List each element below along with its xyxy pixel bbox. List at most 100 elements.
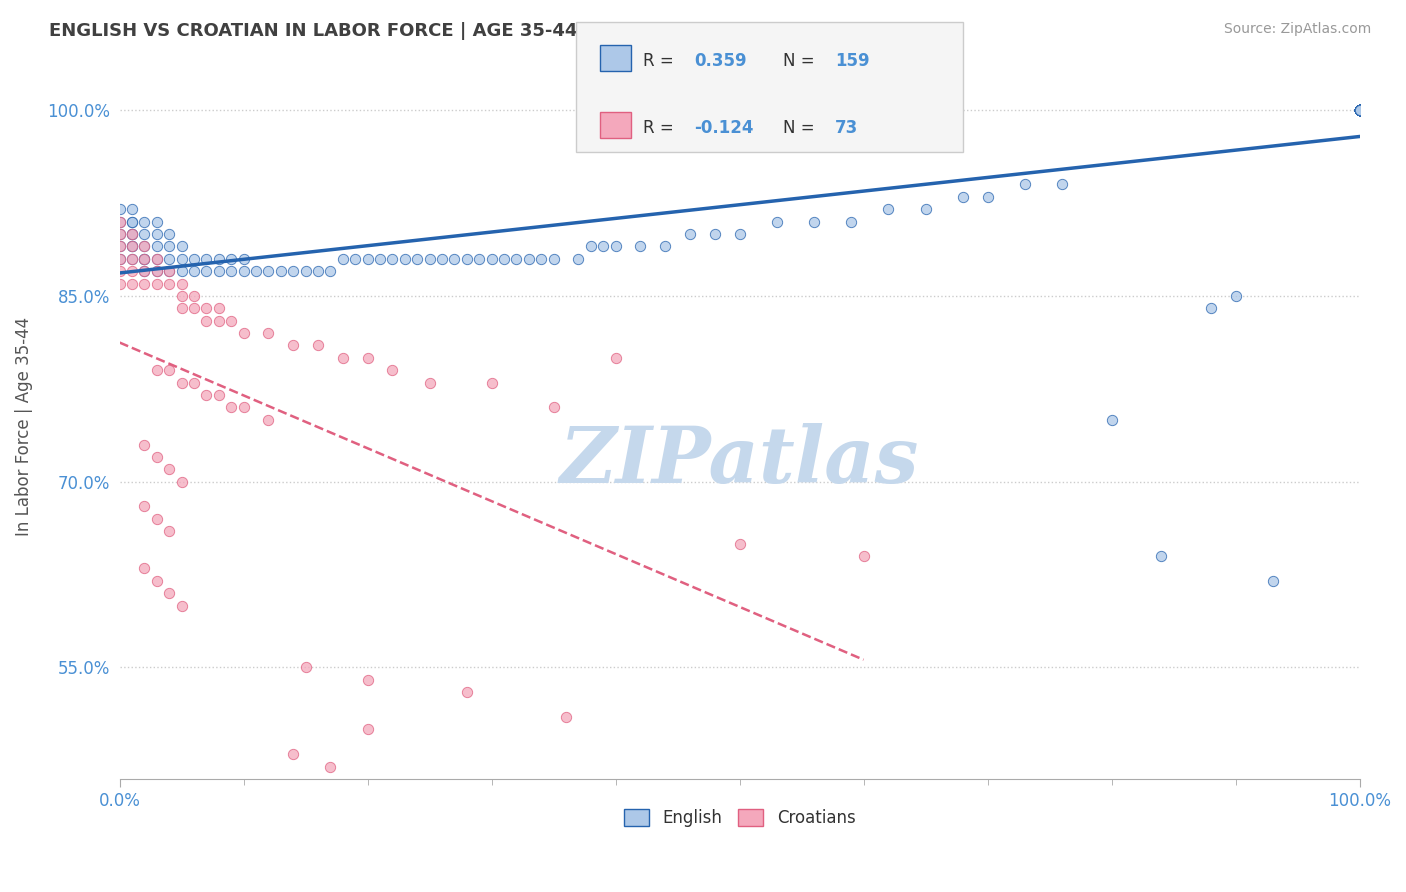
Point — [1348, 103, 1371, 117]
Point — [579, 239, 602, 253]
Point — [654, 239, 676, 253]
Point — [1348, 103, 1371, 117]
Point — [121, 264, 143, 278]
Point — [852, 549, 875, 563]
Point — [703, 227, 725, 241]
Point — [1348, 103, 1371, 117]
Point — [406, 252, 429, 266]
Point — [121, 227, 143, 241]
Point — [319, 759, 342, 773]
Point — [1348, 103, 1371, 117]
Point — [183, 289, 205, 303]
Point — [146, 252, 169, 266]
Point — [170, 277, 193, 291]
Point — [1348, 103, 1371, 117]
Point — [170, 239, 193, 253]
Point — [1348, 103, 1371, 117]
Point — [1348, 103, 1371, 117]
Point — [121, 252, 143, 266]
Point — [121, 277, 143, 291]
Point — [219, 401, 242, 415]
Point — [108, 277, 131, 291]
Point — [430, 252, 453, 266]
Point — [170, 599, 193, 613]
Point — [232, 401, 254, 415]
Point — [765, 214, 787, 228]
Text: 73: 73 — [835, 119, 859, 136]
Point — [1348, 103, 1371, 117]
Point — [344, 252, 367, 266]
Point — [1348, 103, 1371, 117]
Point — [121, 214, 143, 228]
Text: -0.124: -0.124 — [695, 119, 754, 136]
Point — [555, 710, 578, 724]
Point — [1348, 103, 1371, 117]
Point — [1348, 103, 1371, 117]
Point — [381, 363, 404, 377]
Point — [134, 277, 156, 291]
Point — [543, 401, 565, 415]
Point — [1348, 103, 1371, 117]
Point — [1348, 103, 1371, 117]
Point — [1348, 103, 1371, 117]
Point — [283, 747, 305, 761]
Point — [208, 301, 231, 316]
Text: 0.359: 0.359 — [695, 52, 747, 70]
Text: R =: R = — [643, 52, 673, 70]
Point — [1348, 103, 1371, 117]
Point — [232, 326, 254, 340]
Point — [1348, 103, 1371, 117]
Point — [294, 264, 316, 278]
Point — [728, 536, 751, 550]
Point — [146, 574, 169, 588]
Point — [108, 239, 131, 253]
Point — [146, 264, 169, 278]
Point — [356, 252, 378, 266]
Point — [839, 214, 862, 228]
Point — [1348, 103, 1371, 117]
Point — [108, 239, 131, 253]
Y-axis label: In Labor Force | Age 35-44: In Labor Force | Age 35-44 — [15, 317, 32, 535]
Point — [1050, 178, 1073, 192]
Point — [1348, 103, 1371, 117]
Point — [245, 264, 267, 278]
Point — [356, 351, 378, 365]
Point — [146, 450, 169, 464]
Point — [914, 202, 936, 217]
Point — [121, 239, 143, 253]
Point — [679, 227, 702, 241]
Point — [170, 301, 193, 316]
Point — [1225, 289, 1247, 303]
Point — [157, 586, 180, 600]
Point — [1348, 103, 1371, 117]
Point — [356, 673, 378, 687]
Point — [157, 524, 180, 539]
Point — [1348, 103, 1371, 117]
Point — [134, 561, 156, 575]
Text: 159: 159 — [835, 52, 870, 70]
Point — [468, 252, 491, 266]
Point — [219, 252, 242, 266]
Point — [1348, 103, 1371, 117]
Point — [121, 227, 143, 241]
Point — [1348, 103, 1371, 117]
Point — [332, 351, 354, 365]
Point — [195, 301, 218, 316]
Point — [183, 376, 205, 390]
Point — [1348, 103, 1371, 117]
Point — [157, 239, 180, 253]
Point — [481, 252, 503, 266]
Point — [170, 475, 193, 489]
Point — [456, 252, 478, 266]
Point — [134, 252, 156, 266]
Point — [1348, 103, 1371, 117]
Point — [394, 252, 416, 266]
Point — [157, 264, 180, 278]
Point — [134, 239, 156, 253]
Point — [121, 252, 143, 266]
Point — [1014, 178, 1036, 192]
Point — [157, 252, 180, 266]
Point — [134, 500, 156, 514]
Point — [121, 227, 143, 241]
Point — [1348, 103, 1371, 117]
